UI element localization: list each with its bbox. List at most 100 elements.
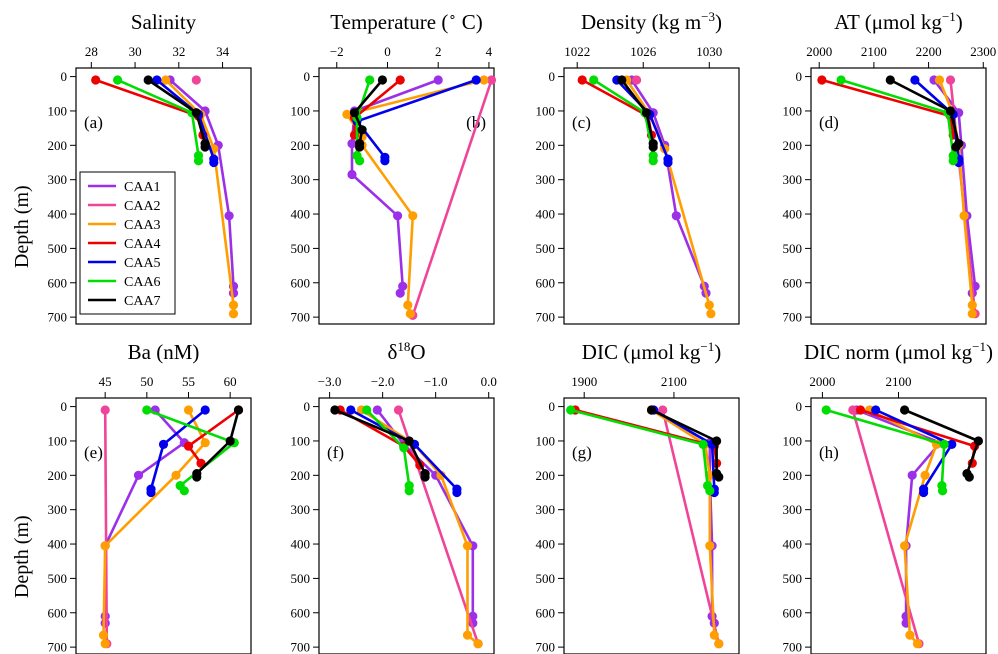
panel-title-tail: ) bbox=[715, 10, 722, 34]
series-line bbox=[411, 79, 493, 316]
y-axis-label: Depth (m) bbox=[11, 185, 33, 268]
series-CAA5 bbox=[871, 405, 957, 498]
x-tick-label: 2100 bbox=[861, 44, 887, 59]
panel-title: Ba (nM) bbox=[128, 340, 200, 364]
y-tick-label: 300 bbox=[783, 172, 803, 187]
y-tick-label: 700 bbox=[291, 310, 311, 325]
data-point bbox=[395, 288, 405, 298]
panel-title-superscript: −1 bbox=[972, 339, 986, 354]
data-point bbox=[200, 142, 210, 152]
x-tick-label: 1026 bbox=[630, 44, 657, 59]
data-point bbox=[848, 405, 858, 415]
x-tick-label: 55 bbox=[182, 374, 195, 389]
panel-title: δ18O bbox=[387, 339, 425, 364]
y-tick-label: 400 bbox=[48, 537, 68, 552]
panel-title-main: δ bbox=[387, 340, 397, 364]
y-tick-label: 300 bbox=[48, 172, 68, 187]
data-point bbox=[347, 169, 357, 180]
panel-title-superscript: −1 bbox=[942, 9, 956, 24]
y-tick-label: 600 bbox=[783, 605, 803, 620]
data-point bbox=[900, 405, 910, 415]
y-tick-label: 0 bbox=[796, 69, 803, 84]
data-point bbox=[146, 487, 156, 498]
y-tick-label: 200 bbox=[291, 138, 311, 153]
data-point bbox=[658, 405, 668, 415]
panel-title-main: Temperature ( bbox=[330, 10, 448, 34]
y-tick-label: 700 bbox=[291, 640, 311, 654]
data-point bbox=[967, 300, 977, 310]
data-point bbox=[817, 75, 827, 85]
data-point bbox=[709, 630, 719, 640]
data-point bbox=[233, 405, 244, 415]
plot-frame bbox=[810, 397, 987, 654]
data-point bbox=[100, 405, 110, 415]
y-tick-label: 500 bbox=[48, 571, 68, 586]
y-tick-label: 400 bbox=[536, 207, 556, 222]
data-point bbox=[714, 472, 724, 482]
data-point bbox=[355, 156, 365, 166]
data-point bbox=[404, 436, 414, 446]
data-point bbox=[698, 439, 708, 449]
y-tick-label: 500 bbox=[291, 241, 311, 256]
data-point bbox=[433, 75, 443, 85]
series-CAA1 bbox=[852, 405, 945, 628]
data-point bbox=[900, 541, 910, 551]
data-point bbox=[143, 75, 153, 85]
series-CAA2 bbox=[100, 405, 112, 649]
y-tick-label: 600 bbox=[291, 605, 311, 620]
data-point bbox=[209, 157, 219, 168]
data-point bbox=[183, 405, 194, 415]
data-point bbox=[910, 75, 920, 85]
x-tick-label: 34 bbox=[216, 44, 230, 59]
data-point bbox=[408, 211, 418, 221]
y-tick-label: 700 bbox=[783, 310, 803, 325]
series-CAA3 bbox=[622, 75, 716, 319]
panel-e: Ba (nM)45 50 55 600100200300400500600700Dep… bbox=[11, 340, 252, 654]
x-tick-label: 2000 bbox=[809, 374, 835, 389]
panel-title-tail: ) bbox=[986, 340, 993, 364]
y-tick-label: 300 bbox=[291, 172, 311, 187]
x-tick-label: −3.0 bbox=[318, 374, 342, 389]
panel-a: Salinity 28 30 32 34 0 100 200 300 400 500 600 700 De… bbox=[11, 10, 252, 325]
series-CAA7 bbox=[349, 75, 387, 152]
series-CAA2 bbox=[632, 75, 642, 85]
panel-f: δ18O −3.0 −2.0 −1.0 0.0 0 100 200 300 400 500 600 70… bbox=[291, 339, 497, 654]
y-tick-label: 400 bbox=[783, 207, 803, 222]
y-tick-label: 100 bbox=[783, 433, 803, 448]
panel-title-tail: ) bbox=[956, 10, 963, 34]
series-CAA6 bbox=[362, 405, 414, 496]
series-line bbox=[103, 409, 186, 624]
panel-title: DIC (μmol kg−1) bbox=[582, 339, 721, 364]
plot-frame bbox=[75, 67, 252, 325]
data-point bbox=[224, 211, 234, 221]
x-tick-label: 32 bbox=[172, 44, 185, 59]
series-line bbox=[661, 409, 721, 645]
data-point bbox=[393, 405, 404, 415]
series-CAA7 bbox=[900, 405, 984, 482]
panel-b: Temperature (∘ C) −2 0 2 4 0 100 200 300 400 500 60… bbox=[291, 9, 497, 325]
y-axis-label: Depth (m) bbox=[11, 515, 33, 598]
data-point bbox=[372, 405, 382, 415]
panel-title: Salinity bbox=[131, 10, 197, 34]
series-CAA7 bbox=[617, 75, 658, 152]
series-line bbox=[355, 78, 477, 161]
data-point bbox=[973, 436, 984, 446]
series-CAA5 bbox=[146, 405, 210, 498]
y-tick-label: 100 bbox=[48, 103, 68, 118]
data-point bbox=[200, 438, 210, 448]
data-point bbox=[405, 309, 415, 319]
panel-letter: (d) bbox=[819, 113, 839, 132]
x-tick-label: 1900 bbox=[571, 374, 597, 389]
y-tick-label: 200 bbox=[536, 468, 556, 483]
y-tick-label: 700 bbox=[536, 640, 556, 654]
x-tick-label: 50 bbox=[140, 374, 153, 389]
plot-frame bbox=[75, 397, 252, 654]
y-tick-label: 600 bbox=[783, 275, 803, 290]
y-tick-label: 200 bbox=[536, 138, 556, 153]
data-point bbox=[192, 472, 202, 482]
series-CAA7 bbox=[192, 405, 244, 482]
y-tick-label: 700 bbox=[783, 640, 803, 654]
data-point bbox=[193, 156, 204, 166]
legend-label: CAA4 bbox=[124, 237, 161, 252]
